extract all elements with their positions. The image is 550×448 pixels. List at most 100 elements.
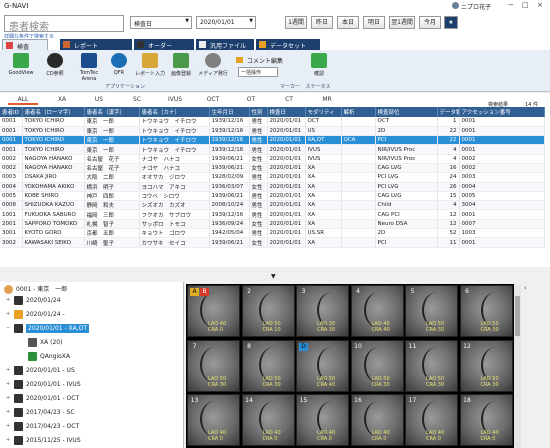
- xa-image-thumbnail[interactable]: 2 LAO 50 CRA 10: [241, 285, 295, 337]
- col-exam-site[interactable]: 検査部位: [375, 107, 438, 117]
- date-input[interactable]: 2020/01/01 ▼: [196, 16, 256, 29]
- tree-toggle-icon[interactable]: +: [6, 395, 11, 401]
- user-name[interactable]: ニプロ花子: [461, 4, 492, 11]
- table-row[interactable]: 1001 FUKUOKA SABURO 福岡 三郎 フクオカ サブロウ 1939/12/…: [0, 209, 545, 220]
- col-exam-date[interactable]: 検査日: [267, 107, 306, 117]
- filter-xa[interactable]: XA: [57, 96, 67, 103]
- xa-image-thumbnail[interactable]: 8 LAO 50 CRA 30: [241, 339, 295, 392]
- table-row[interactable]: 2001 SAPPORO TOMOKO 札幌 智子 サッポロ トモコ 1936/09/2…: [0, 219, 545, 230]
- xa-image-thumbnail[interactable]: 3 LAO 30 CRA 30: [296, 285, 349, 337]
- col-analysis[interactable]: 解析: [341, 107, 376, 117]
- xa-image-thumbnail[interactable]: 6 LAO 50 CRA 30: [459, 285, 513, 337]
- goodview-button[interactable]: GoodView: [6, 53, 36, 83]
- confirm-button[interactable]: 確認: [302, 53, 336, 83]
- tree-node[interactable]: 2020/01/01 - XA,OT: [26, 324, 90, 333]
- filter-us[interactable]: US: [94, 96, 104, 103]
- xa-image-thumbnail[interactable]: 5 LAO 50 CRA 30: [405, 285, 458, 337]
- col-patient-id[interactable]: 患者ID: [0, 107, 23, 117]
- tree-node[interactable]: 2020/01/01 - IVUS: [26, 381, 81, 388]
- filter-sc[interactable]: SC: [133, 96, 141, 103]
- tab-general-file[interactable]: 汎用ファイル: [196, 39, 254, 50]
- tree-node[interactable]: 2020/01/01 - OCT: [26, 395, 80, 402]
- this-month-button[interactable]: 今月: [419, 16, 441, 29]
- maximize-button[interactable]: □: [522, 1, 529, 9]
- tree-toggle-icon[interactable]: −: [6, 325, 11, 331]
- qfr-button[interactable]: QFR: [104, 53, 134, 83]
- tree-node[interactable]: 2020/01/24: [26, 297, 61, 304]
- tree-node[interactable]: 2017/04/23 - SC: [26, 409, 75, 416]
- one-week-button[interactable]: 1週間: [285, 16, 307, 29]
- bulk-operation-select[interactable]: 一括操作: [238, 67, 278, 77]
- col-accession[interactable]: アクセッション番号: [459, 107, 545, 117]
- filter-ct[interactable]: CT: [285, 96, 293, 103]
- tree-toggle-icon[interactable]: +: [6, 423, 11, 429]
- col-birthdate[interactable]: 生年月日: [209, 107, 250, 117]
- xa-image-thumbnail[interactable]: 10 LAO 50 CRA 30: [350, 339, 404, 392]
- tab-exam[interactable]: 検査: [2, 39, 48, 51]
- xa-image-thumbnail[interactable]: 14 LAO 40 CRA 0: [241, 394, 295, 446]
- tree-toggle-icon[interactable]: +: [6, 297, 11, 303]
- tab-dataset[interactable]: データセット: [256, 39, 320, 50]
- tab-report[interactable]: レポート: [60, 39, 132, 50]
- xa-image-thumbnail[interactable]: 7 LAO 50 CRA 30: [187, 339, 240, 392]
- xa-image-thumbnail[interactable]: 4 LAO 40 CRA 40: [350, 285, 404, 337]
- filter-all[interactable]: ALL: [8, 96, 38, 105]
- col-name-kanji[interactable]: 患者名（漢字）: [84, 107, 140, 117]
- panel-toggle-icon[interactable]: ‹: [524, 284, 527, 292]
- scrollbar-thumb[interactable]: [515, 296, 520, 336]
- col-name-roman[interactable]: 患者名（ローマ字）: [22, 107, 85, 117]
- xa-image-thumbnail[interactable]: 17 LAO 40 CRA 0: [405, 394, 458, 446]
- table-row[interactable]: 3002 KAWASAKI SEIKO 川崎 聖子 カワサキ セイコ 1939/06/2…: [0, 237, 545, 248]
- table-row[interactable]: 3001 KYOTO GORO 京都 五郎 キョウト ゴロウ 1942/05/04 男性 2…: [0, 228, 545, 239]
- xa-image-thumbnail[interactable]: 18 LAO 40 CRA 0: [459, 394, 513, 446]
- media-issue-button[interactable]: メディア発行: [196, 53, 230, 83]
- tree-toggle-icon[interactable]: +: [6, 367, 11, 373]
- tree-node[interactable]: 2015/11/25 - IVUS: [26, 437, 81, 444]
- filter-ivus[interactable]: IVUS: [167, 96, 183, 103]
- patient-search-input[interactable]: 患者検索: [4, 15, 124, 33]
- table-row[interactable]: 0008 SHIZUOKA KAZUO 静岡 和夫 シズオカ カズオ 2008/10/2…: [0, 200, 545, 211]
- col-modality[interactable]: モダリティ: [305, 107, 342, 117]
- comment-edit-button[interactable]: コメント編集: [236, 56, 283, 65]
- col-sex[interactable]: 性別: [249, 107, 268, 117]
- next-week-button[interactable]: 翌1週間: [389, 16, 415, 29]
- image-register-button[interactable]: 画像登録: [166, 53, 196, 83]
- cd-view-button[interactable]: CD参照: [40, 53, 70, 83]
- table-row[interactable]: 0004 YOKOHAMA AKIKO 横浜 明子 ヨコハマ アキコ 1936/03/0…: [0, 182, 545, 192]
- table-row[interactable]: 0002 NAGOYA HANAKO 名古屋 花子 ナゴヤ ハナコ 1939/06/21…: [0, 154, 545, 165]
- yesterday-button[interactable]: 昨日: [311, 16, 333, 29]
- tree-toggle-icon[interactable]: +: [6, 381, 11, 387]
- date-field-select[interactable]: 検査日 ▼: [130, 16, 192, 29]
- minimize-button[interactable]: −: [508, 1, 514, 9]
- xa-image-thumbnail[interactable]: 16 LAO 40 CRA 0: [350, 394, 404, 446]
- tree-toggle-icon[interactable]: +: [6, 409, 11, 415]
- pane-splitter[interactable]: ▼: [0, 273, 550, 281]
- table-row[interactable]: 0002 NAGOYA HANAKO 名古屋 花子 ナゴヤ ハナコ 1939/06/21…: [0, 163, 545, 174]
- report-input-button[interactable]: レポート入力: [133, 53, 167, 83]
- table-row[interactable]: 0001 TOKYO ICHIRO 東京 一郎 トウキョウ イチロウ 1939/12/1…: [0, 144, 545, 155]
- tomtec-arena-button[interactable]: TomTec Arena: [72, 53, 106, 83]
- table-row[interactable]: 0001 TOKYO ICHIRO 東京 一郎 トウキョウ イチロウ 1939/12/1…: [0, 135, 545, 146]
- table-row[interactable]: 0001 TOKYO ICHIRO 東京 一郎 トウキョウ イチロウ 1939/12/1…: [0, 117, 545, 127]
- tree-toggle-icon[interactable]: +: [6, 437, 11, 443]
- filter-mr[interactable]: MR: [322, 96, 332, 103]
- today-button[interactable]: 本日: [337, 16, 359, 29]
- tree-node[interactable]: QAngioXA: [40, 353, 70, 360]
- tomorrow-button[interactable]: 明日: [363, 16, 385, 29]
- filter-oct[interactable]: OCT: [206, 96, 220, 103]
- close-button[interactable]: ×: [537, 1, 543, 9]
- tree-node[interactable]: 2020/01/01 - US: [26, 367, 75, 374]
- xa-image-thumbnail[interactable]: D LAO 50 CRA 40: [296, 339, 349, 392]
- xa-image-thumbnail[interactable]: 11 LAO 50 CRA 30: [405, 339, 458, 392]
- col-data-count[interactable]: データ数: [437, 107, 460, 117]
- table-row[interactable]: 0001 TOKYO ICHIRO 東京 一郎 トウキョウ イチロウ 1939/12/1…: [0, 126, 545, 137]
- tree-toggle-icon[interactable]: +: [6, 311, 11, 317]
- col-name-kana[interactable]: 患者名（カナ）: [139, 107, 210, 117]
- xa-image-thumbnail[interactable]: A B LAO 40 CRA 0: [187, 285, 240, 337]
- xa-image-thumbnail[interactable]: 12 LAO 50 CRA 30: [459, 339, 513, 392]
- tab-order[interactable]: オーダー: [134, 39, 194, 50]
- favorite-star-button[interactable]: ★: [444, 16, 458, 29]
- thumbnail-scrollbar[interactable]: [514, 284, 521, 448]
- tree-node[interactable]: 2017/04/23 - OCT: [26, 423, 80, 430]
- tree-node[interactable]: 2020/01/24 -: [26, 311, 65, 318]
